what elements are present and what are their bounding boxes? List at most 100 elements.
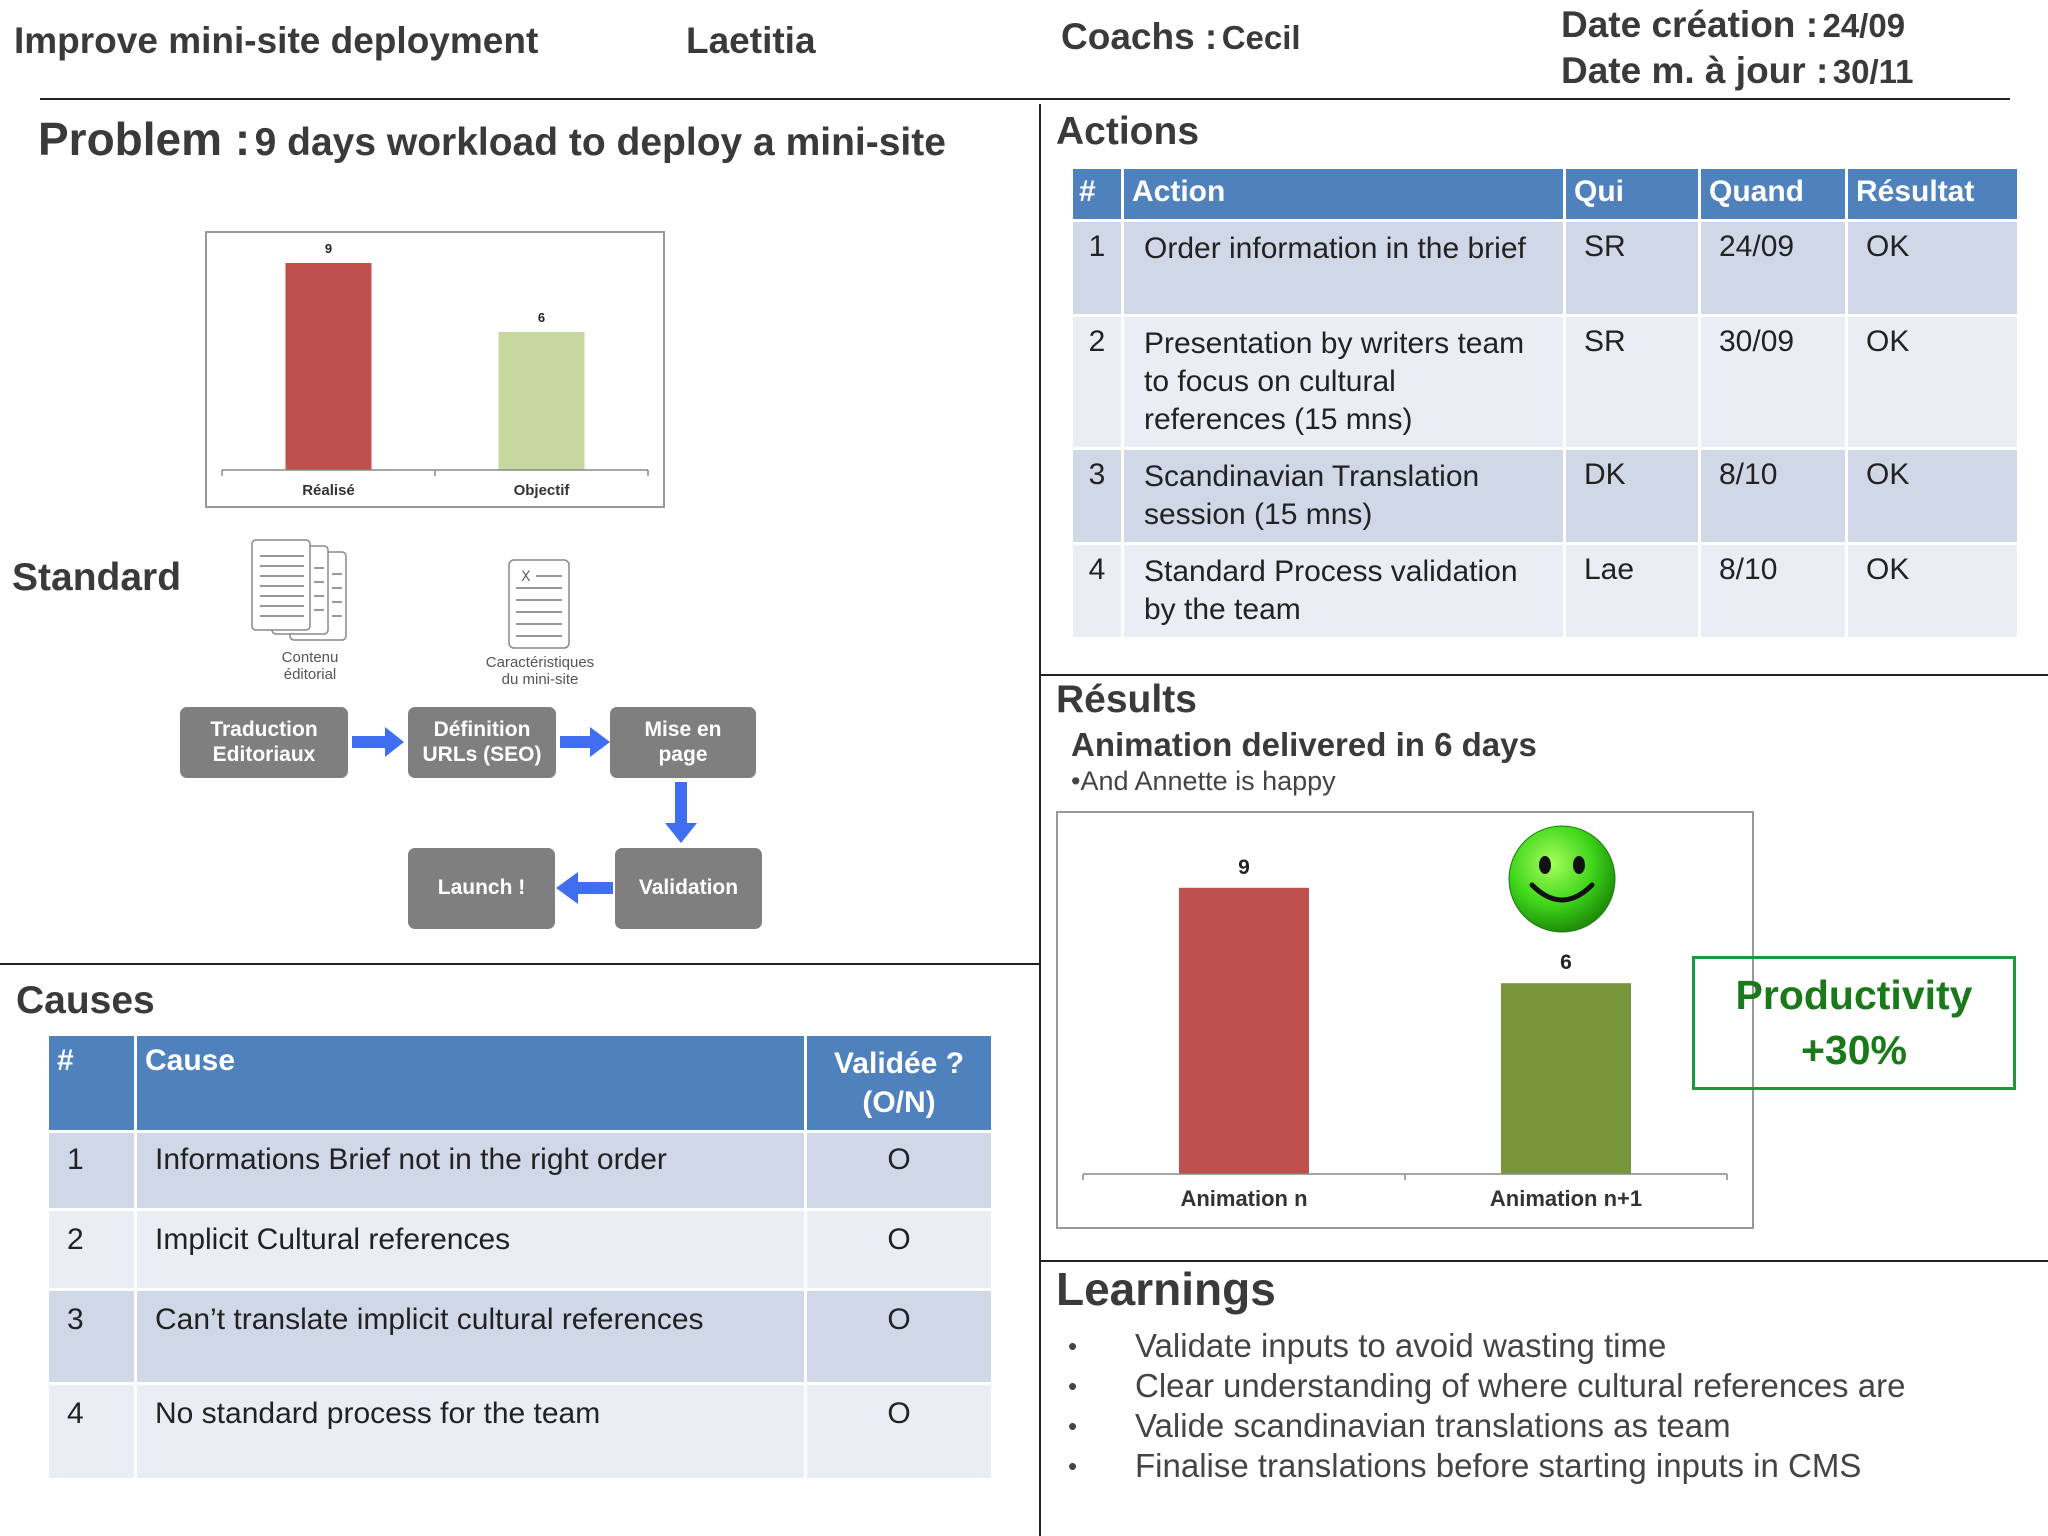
table-row: 3 Can’t translate implicit cultural refe… [49, 1291, 991, 1382]
standard-label: Standard [12, 556, 182, 599]
action-text: Standard Process validation by the team [1124, 545, 1563, 637]
action-when: 30/09 [1701, 317, 1845, 447]
vertical-divider [1039, 104, 1041, 1536]
updated-date-field: Date m. à jour : 30/11 [1561, 50, 1914, 92]
actions-title: Actions [1056, 110, 1200, 153]
action-text-line: Scandinavian Translation [1144, 460, 1480, 493]
updated-label: Date m. à jour : [1561, 50, 1829, 91]
action-num: 3 [1073, 450, 1121, 542]
productivity-box: Productivity +30% [1692, 956, 2016, 1090]
action-text-line: Standard Process validation [1144, 555, 1518, 588]
step-editorial-translation-line1: Traduction [210, 718, 318, 742]
results-chart: 9 Animation n 6 Animation n+1 [1056, 811, 1754, 1229]
tick-label: Animation n+1 [1490, 1186, 1642, 1211]
cause-num: 2 [49, 1211, 134, 1288]
arrow-right-icon [560, 727, 610, 757]
action-who: DK [1566, 450, 1698, 542]
arrow-right-icon [352, 727, 404, 757]
step-seo-urls-line2: URLs (SEO) [422, 742, 542, 766]
updated-value: 30/11 [1832, 53, 1914, 90]
action-num: 1 [1073, 222, 1121, 314]
problem-chart: 9 Réalisé 6 Objectif [205, 231, 665, 508]
table-row: 3 Scandinavian Translation session (15 m… [1073, 450, 2017, 542]
action-text-line: Order information in the brief [1144, 232, 1526, 265]
step-editorial-translation-line2: Editoriaux [212, 742, 316, 766]
cause-num: 3 [49, 1291, 134, 1382]
cause-validated: O [807, 1211, 991, 1288]
data-label: 6 [1560, 951, 1572, 974]
step-editorial-translation: Traduction Editoriaux [180, 707, 348, 778]
causes-col-validated-line2: (O/N) [862, 1086, 936, 1119]
bar [498, 332, 585, 470]
results-subtext: •And Annette is happy [1071, 766, 1336, 796]
step-page-layout-line2: page [658, 742, 708, 766]
results-title: Résults [1056, 678, 1197, 721]
coach-label: Coachs : [1061, 16, 1218, 57]
step-page-layout: Mise en page [610, 707, 756, 778]
step-page-layout-line1: Mise en [644, 718, 722, 742]
step-validation: Validation [615, 848, 762, 929]
action-who: SR [1566, 317, 1698, 447]
action-num: 2 [1073, 317, 1121, 447]
action-text-line: by the team [1144, 593, 1301, 626]
cause-text: Informations Brief not in the right orde… [137, 1133, 804, 1208]
bar [1179, 887, 1309, 1174]
causes-header-row: # Cause Validée ? (O/N) [49, 1036, 991, 1130]
header-divider [40, 98, 2010, 100]
table-row: 2 Implicit Cultural references O [49, 1211, 991, 1288]
cause-validated: O [807, 1291, 991, 1382]
chart-frame [1056, 811, 1754, 1229]
action-text-line: Presentation by writers team [1144, 327, 1525, 360]
action-result: OK [1848, 545, 2017, 637]
productivity-label: Productivity [1735, 972, 1973, 1018]
actions-col-num: # [1073, 169, 1121, 219]
editorial-content-label-line1: Contenu [281, 649, 339, 666]
minisite-characteristics-label-line2: du mini-site [501, 670, 579, 688]
action-result: OK [1848, 222, 2017, 314]
action-text: Scandinavian Translation session (15 mns… [1124, 450, 1563, 542]
results-headline: Animation delivered in 6 days [1071, 726, 1537, 763]
arrow-left-icon [556, 872, 613, 904]
step-seo-urls: Définition URLs (SEO) [408, 707, 556, 778]
action-text-line: session (15 mns) [1144, 498, 1373, 531]
bar [285, 263, 372, 470]
table-row: 4 No standard process for the team O [49, 1385, 991, 1478]
table-row: 2 Presentation by writers team to focus … [1073, 317, 2017, 447]
created-date-field: Date création : 24/09 [1561, 4, 1905, 46]
productivity-value: +30% [1800, 1027, 1907, 1073]
actions-col-result: Résultat [1848, 169, 2017, 219]
list-item: Finalise translations before starting in… [1058, 1446, 1905, 1486]
arrow-down-icon [665, 782, 697, 843]
checklist-mark: X [521, 569, 531, 585]
cause-validated: O [807, 1133, 991, 1208]
learnings-title: Learnings [1056, 1263, 1276, 1315]
problem-text: 9 days workload to deploy a mini-site [254, 121, 946, 164]
action-who: SR [1566, 222, 1698, 314]
list-item: Clear understanding of where cultural re… [1058, 1366, 1905, 1406]
cause-text: Can’t translate implicit cultural refere… [137, 1291, 804, 1382]
actions-col-when: Quand [1701, 169, 1845, 219]
data-label: 9 [1238, 856, 1250, 879]
table-row: 4 Standard Process validation by the tea… [1073, 545, 2017, 637]
action-text: Order information in the brief [1124, 222, 1563, 314]
tick-label: Réalisé [302, 482, 355, 499]
checklist-document-icon: X [508, 559, 570, 649]
causes-table: # Cause Validée ? (O/N) 1 Informations B… [46, 1033, 994, 1481]
smiley-icon [1508, 825, 1616, 933]
results-divider [1041, 674, 2048, 676]
action-result: OK [1848, 317, 2017, 447]
editorial-documents-icon [251, 539, 347, 641]
causes-col-validated-line1: Validée ? [833, 1047, 965, 1080]
action-num: 4 [1073, 545, 1121, 637]
created-value: 24/09 [1822, 7, 1906, 44]
cause-text: No standard process for the team [137, 1385, 804, 1478]
cause-num: 1 [49, 1133, 134, 1208]
action-when: 24/09 [1701, 222, 1845, 314]
data-label: 9 [325, 241, 332, 256]
learnings-divider [1041, 1260, 2048, 1262]
minisite-characteristics-label-line1: Caractéristiques [485, 654, 595, 671]
created-label: Date création : [1561, 4, 1819, 45]
editorial-content-label: Contenu éditorial [260, 649, 360, 683]
action-who: Lae [1566, 545, 1698, 637]
action-result: OK [1848, 450, 2017, 542]
